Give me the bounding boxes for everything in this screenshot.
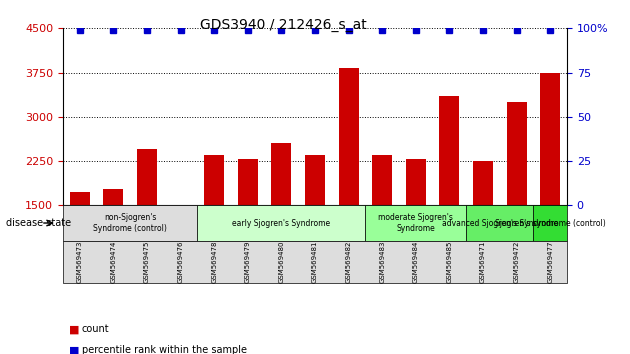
Text: percentile rank within the sample: percentile rank within the sample — [82, 346, 247, 354]
Bar — [372, 155, 392, 294]
Text: ■: ■ — [69, 324, 80, 334]
Bar — [137, 149, 157, 294]
Text: GSM569476: GSM569476 — [178, 241, 183, 283]
Text: ■: ■ — [69, 346, 80, 354]
Text: GSM569475: GSM569475 — [144, 241, 150, 283]
Bar — [238, 159, 258, 294]
Text: GSM569481: GSM569481 — [312, 241, 318, 283]
Text: GSM569482: GSM569482 — [346, 241, 352, 283]
Text: GSM569478: GSM569478 — [211, 241, 217, 283]
Text: moderate Sjogren's
Syndrome: moderate Sjogren's Syndrome — [379, 213, 453, 233]
Text: GSM569474: GSM569474 — [110, 241, 117, 283]
Bar — [70, 192, 90, 294]
Text: GSM569479: GSM569479 — [245, 241, 251, 283]
Bar — [439, 96, 459, 294]
Bar — [305, 155, 325, 294]
Text: GSM569471: GSM569471 — [480, 241, 486, 283]
Bar — [406, 159, 426, 294]
Text: GSM569483: GSM569483 — [379, 241, 385, 283]
Bar — [338, 68, 358, 294]
Text: disease state: disease state — [6, 218, 71, 228]
Text: Sjogren's syndrome (control): Sjogren's syndrome (control) — [495, 218, 605, 228]
Bar — [272, 143, 292, 294]
Bar — [473, 161, 493, 294]
Text: advanced Sjogren's Syndrome: advanced Sjogren's Syndrome — [442, 218, 558, 228]
Text: GSM569484: GSM569484 — [413, 241, 419, 283]
Text: GDS3940 / 212426_s_at: GDS3940 / 212426_s_at — [200, 18, 367, 32]
Text: GSM569480: GSM569480 — [278, 241, 284, 283]
Text: GSM569485: GSM569485 — [447, 241, 452, 283]
Text: GSM569477: GSM569477 — [547, 241, 553, 283]
Text: non-Sjogren's
Syndrome (control): non-Sjogren's Syndrome (control) — [93, 213, 167, 233]
Bar — [507, 102, 527, 294]
Text: GSM569473: GSM569473 — [77, 241, 83, 283]
Text: count: count — [82, 324, 110, 334]
Bar — [103, 189, 123, 294]
Bar — [540, 73, 560, 294]
Bar — [171, 205, 191, 294]
Bar — [204, 155, 224, 294]
Text: early Sjogren's Syndrome: early Sjogren's Syndrome — [232, 218, 331, 228]
Text: GSM569472: GSM569472 — [513, 241, 520, 283]
